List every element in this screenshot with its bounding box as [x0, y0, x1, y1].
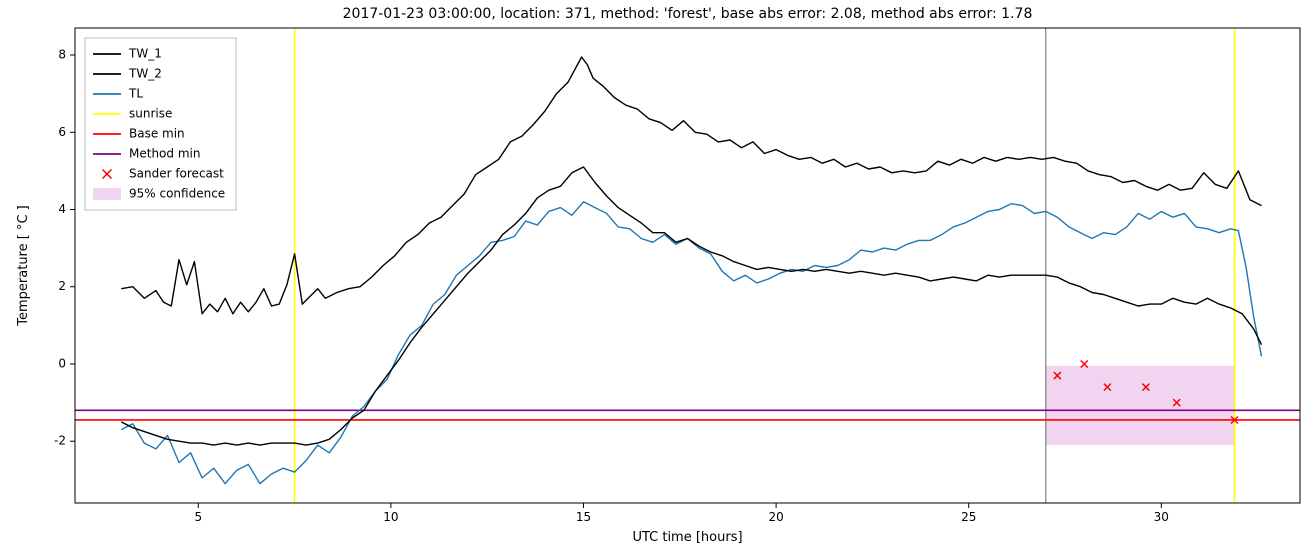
svg-text:sunrise: sunrise — [129, 107, 172, 121]
svg-text:4: 4 — [58, 202, 66, 216]
temperature-forecast-chart: 5 10 15 20 25 30 -2 0 2 4 6 8 UTC time [hours] Temper… — [0, 0, 1313, 547]
svg-text:6: 6 — [58, 125, 66, 139]
legend: TW_1 TW_2 TL sunrise Base min Method min Sande… — [85, 38, 236, 210]
svg-text:0: 0 — [58, 356, 66, 370]
svg-text:10: 10 — [383, 510, 398, 524]
chart-title: 2017-01-23 03:00:00, location: 371, meth… — [343, 6, 1033, 22]
svg-text:5: 5 — [194, 510, 202, 524]
svg-text:15: 15 — [576, 510, 591, 524]
svg-text:Base min: Base min — [129, 127, 185, 141]
svg-text:30: 30 — [1154, 510, 1169, 524]
svg-text:TW_2: TW_2 — [128, 67, 162, 81]
chart-svg: 5 10 15 20 25 30 -2 0 2 4 6 8 UTC time [hours] Temper… — [0, 0, 1313, 547]
svg-text:20: 20 — [768, 510, 783, 524]
svg-text:-2: -2 — [54, 434, 66, 448]
svg-text:25: 25 — [961, 510, 976, 524]
svg-text:Sander forecast: Sander forecast — [129, 167, 224, 181]
x-axis-label: UTC time [hours] — [632, 530, 742, 545]
svg-text:95% confidence: 95% confidence — [129, 187, 225, 201]
svg-text:8: 8 — [58, 48, 66, 62]
y-axis-label: Temperature [ °C ] — [16, 205, 31, 326]
confidence-band — [1046, 366, 1235, 445]
svg-text:TL: TL — [128, 87, 143, 101]
svg-text:Method min: Method min — [129, 147, 200, 161]
svg-text:TW_1: TW_1 — [128, 47, 162, 61]
svg-text:2: 2 — [58, 279, 66, 293]
